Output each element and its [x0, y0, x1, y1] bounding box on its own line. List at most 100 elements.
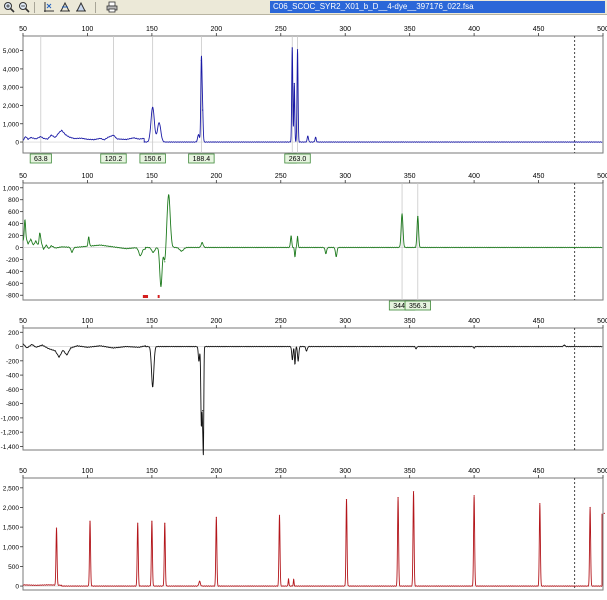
x-tick-label: 500 [597, 173, 607, 180]
x-tick-label: 450 [533, 173, 545, 180]
peak-apex [296, 236, 299, 238]
peak-apex [589, 506, 591, 509]
printer-icon[interactable] [105, 1, 118, 13]
x-tick-label: 500 [597, 468, 607, 475]
peak-apex [197, 134, 200, 136]
x-tick-label: 50 [19, 318, 27, 325]
x-tick-label: 300 [339, 173, 351, 180]
peak-apex [202, 435, 205, 438]
peak-apex [137, 522, 139, 524]
peak-size-label: 120.2 [105, 156, 123, 163]
x-tick-label: 450 [533, 468, 545, 475]
y-tick-label: 0 [15, 245, 19, 252]
y-tick-label: 500 [8, 564, 19, 571]
y-tick-label: 1,500 [3, 525, 20, 532]
x-tick-label: 50 [19, 468, 27, 475]
peak-apex [278, 514, 281, 516]
peak-apex [603, 512, 605, 514]
x-tick-label: 300 [339, 26, 351, 33]
zoom-in-icon[interactable] [2, 1, 15, 13]
plot-frame [22, 182, 604, 301]
peak-apex [293, 579, 295, 581]
x-tick-label: 400 [468, 468, 480, 475]
x-tick-label: 100 [82, 468, 94, 475]
y-tick-label: 0 [15, 344, 19, 351]
y-tick-label: 800 [8, 197, 19, 204]
x-tick-label: 250 [275, 468, 287, 475]
y-tick-label: 200 [8, 330, 19, 337]
y-tick-label: 0 [15, 584, 19, 591]
y-tick-label: 1,000 [3, 185, 20, 192]
y-tick-label: 2,000 [3, 505, 20, 512]
x-tick-label: 500 [597, 26, 607, 33]
x-tick-label: 350 [404, 173, 416, 180]
file-name-tab[interactable]: C06_SCOC_SYR2_X01_b_D__4-dye__397176_022… [270, 1, 605, 13]
y-tick-label: -200 [6, 358, 19, 365]
peak-apex [152, 106, 154, 108]
peak-apex [563, 344, 565, 346]
peak-apex [198, 580, 201, 582]
x-tick-label: 400 [468, 173, 480, 180]
x-tick-label: 50 [19, 26, 27, 33]
y-tick-label: -800 [6, 401, 19, 408]
y-tick-label: 0 [15, 140, 19, 147]
zoom-out-icon[interactable] [17, 1, 30, 13]
y-tick-label: 400 [8, 221, 19, 228]
black-channel-trace [22, 343, 603, 456]
peak-apex [335, 255, 337, 258]
area-tool-icon[interactable] [74, 1, 87, 13]
x-tick-label: 150 [146, 318, 158, 325]
peak-apex [401, 213, 403, 215]
peak-apex [160, 285, 162, 287]
peak-apex [215, 516, 217, 518]
x-tick-label: 350 [404, 318, 416, 325]
peak-apex [152, 251, 154, 253]
cursor-tool-icon[interactable] [42, 1, 55, 13]
peak-apex [294, 363, 296, 365]
y-tick-label: 4,000 [3, 66, 20, 73]
peak-apex [412, 491, 415, 493]
peak-apex [417, 215, 419, 218]
peak-apex [139, 254, 141, 257]
x-tick-label: 250 [275, 173, 287, 180]
peak-apex [164, 522, 166, 524]
x-tick-label: 200 [210, 468, 222, 475]
peak-size-label-box [29, 153, 52, 164]
red-bin-bar [142, 295, 149, 298]
green-channel-trace [22, 194, 603, 288]
peak-apex [200, 60, 202, 62]
x-tick-label: 400 [468, 318, 480, 325]
peak-apex [297, 360, 299, 362]
y-tick-label: 3,000 [3, 85, 20, 92]
x-tick-label: 100 [82, 26, 94, 33]
x-tick-label: 200 [210, 173, 222, 180]
x-tick-label: 450 [533, 26, 545, 33]
y-tick-label: -600 [6, 281, 19, 288]
y-tick-label: -1,200 [1, 430, 20, 437]
x-tick-label: 150 [146, 468, 158, 475]
black-channel-panel: 50 100 150 200 250 300 350 400 450 500 -1,400 -1,20… [1, 318, 607, 456]
y-tick-label: 1,000 [3, 121, 20, 128]
peak-size-label: 188.4 [193, 156, 211, 163]
green-channel-panel: 50 100 150 200 250 300 350 400 450 500 -800 -600 -40… [3, 173, 607, 311]
peak-apex [201, 242, 203, 244]
peak-apex [291, 47, 293, 49]
peak-size-label-box [188, 153, 215, 164]
peak-apex [473, 347, 475, 349]
y-tick-label: -400 [6, 373, 19, 380]
peak-apex [296, 49, 299, 51]
x-tick-label: 300 [339, 318, 351, 325]
peak-apex [88, 236, 90, 238]
x-tick-label: 400 [468, 26, 480, 33]
red-bin-bar [157, 295, 160, 298]
y-tick-label: -200 [6, 257, 19, 264]
peak-apex [287, 578, 290, 580]
peak-tool-icon[interactable] [58, 1, 71, 13]
y-tick-label: 5,000 [3, 48, 20, 55]
peak-apex [168, 194, 170, 196]
x-tick-label: 250 [275, 318, 287, 325]
peak-size-label: 356.3 [409, 303, 427, 310]
y-tick-label: 200 [8, 233, 19, 240]
peak-size-label-box [139, 153, 166, 164]
